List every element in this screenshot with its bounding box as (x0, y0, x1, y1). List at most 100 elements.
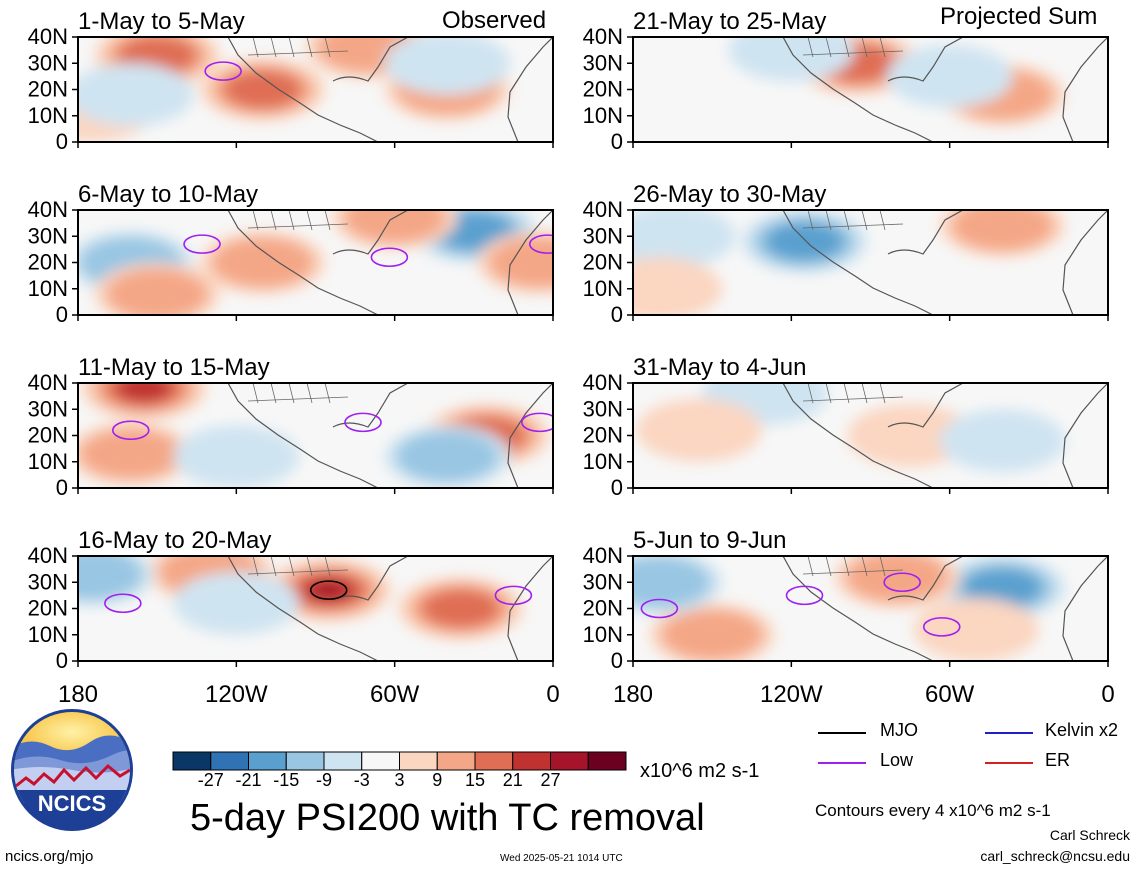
anomaly-blob (313, 582, 344, 598)
y-tick-label: 30N (28, 569, 68, 594)
anomaly-blob (343, 210, 446, 244)
colorbar-swatch (248, 751, 287, 771)
anomaly-blob (765, 222, 844, 261)
colorbar-tick-label: -21 (235, 770, 262, 790)
panel-period-label: 1-May to 5-May (78, 8, 245, 35)
projected-sum-tag: Projected Sum (940, 3, 1098, 30)
anomaly-blob (633, 257, 723, 315)
anomaly-blob (173, 425, 300, 488)
logo-emblem-icon: NCICS (11, 709, 133, 831)
x-tick-label: 180 (58, 681, 98, 708)
y-tick-label: 40N (28, 24, 68, 49)
y-tick-label: 20N (583, 596, 623, 621)
colorbar-tick-label: 3 (394, 770, 405, 790)
y-tick-label: 20N (28, 77, 68, 102)
y-tick-label: 30N (28, 50, 68, 75)
colorbar-swatch (323, 751, 363, 771)
author-name: Carl Schreck (1049, 827, 1130, 843)
colorbar-swatch (587, 751, 627, 771)
anomaly-blob (633, 210, 736, 268)
colorbar-swatch (399, 751, 438, 771)
panel-period-label: 16-May to 20-May (78, 527, 271, 554)
anomaly-blob (223, 70, 302, 109)
contour-interval-note: Contours every 4 x10^6 m2 s-1 (815, 801, 1051, 820)
anomaly-blob (106, 268, 209, 315)
x-tick-label: 0 (546, 681, 559, 708)
legend-mjo-label: MJO (880, 720, 918, 740)
anomaly-blob (116, 383, 171, 402)
observed-tag: Observed (442, 7, 547, 34)
x-tick-label: 60W (925, 681, 975, 708)
colorbar-tick-label: -15 (273, 770, 300, 790)
y-tick-label: 20N (583, 423, 623, 448)
panel-period-label: 21-May to 25-May (633, 8, 826, 35)
y-tick-label: 20N (583, 250, 623, 275)
anomaly-blob (488, 237, 553, 288)
y-tick-label: 0 (611, 129, 623, 154)
anomaly-blob (78, 63, 194, 127)
colorbar-units: x10^6 m2 s-1 (640, 760, 760, 782)
y-tick-label: 0 (56, 302, 68, 327)
x-tick-label: 0 (1101, 681, 1114, 708)
anomaly-blob (951, 210, 1054, 252)
legend-er-line (985, 762, 1033, 764)
y-tick-label: 10N (583, 276, 623, 301)
contour-low (204, 61, 242, 81)
colorbar-swatch (436, 751, 476, 771)
y-tick-label: 30N (28, 223, 68, 248)
y-tick-label: 20N (28, 423, 68, 448)
contour-low (785, 585, 824, 606)
site-link[interactable]: ncics.org/mjo (5, 848, 94, 865)
x-tick-label: 120W (205, 681, 268, 708)
y-tick-label: 40N (28, 370, 68, 395)
panel-period-label: 26-May to 30-May (633, 181, 826, 208)
anomaly-blob (79, 428, 182, 480)
contour-mjo (309, 580, 348, 600)
contour-low (883, 572, 921, 593)
anomaly-blob (211, 237, 314, 288)
contour-low (521, 412, 553, 433)
anomaly-blob (384, 37, 511, 95)
y-tick-label: 30N (28, 396, 68, 421)
contour-low (528, 234, 553, 254)
colorbar-tick-label: -27 (197, 770, 224, 790)
legend-mjo-line (818, 732, 866, 734)
panel-period-label: 5-Jun to 9-Jun (633, 527, 786, 554)
anomaly-blob (847, 404, 974, 467)
y-tick-label: 10N (583, 449, 623, 474)
colorbar-tick-label: 21 (502, 770, 523, 790)
x-tick-label: 60W (370, 681, 420, 708)
y-tick-label: 0 (611, 302, 623, 327)
contour-low (344, 412, 382, 433)
y-tick-label: 40N (583, 543, 623, 568)
anomaly-blob (78, 556, 143, 600)
colorbar-swatch (172, 751, 212, 771)
y-tick-label: 0 (56, 129, 68, 154)
legend-low-line (818, 762, 866, 764)
y-tick-label: 40N (583, 197, 623, 222)
y-tick-label: 0 (611, 648, 623, 673)
y-tick-label: 10N (583, 622, 623, 647)
colorbar-swatch (285, 751, 325, 771)
y-tick-label: 10N (28, 449, 68, 474)
anomaly-blob (728, 37, 855, 82)
anomaly-blob (633, 556, 711, 608)
colorbar-swatch (512, 751, 551, 771)
contour-low (104, 593, 142, 614)
y-tick-label: 10N (28, 103, 68, 128)
y-tick-label: 40N (583, 24, 623, 49)
figure-title: 5-day PSI200 with TC removal (190, 797, 705, 839)
anomaly-blob (886, 44, 1013, 108)
colorbar-swatch (361, 751, 400, 771)
contour-low (922, 617, 961, 637)
colorbar-swatch (474, 751, 514, 771)
panel-period-label: 31-May to 4-Jun (633, 354, 806, 381)
